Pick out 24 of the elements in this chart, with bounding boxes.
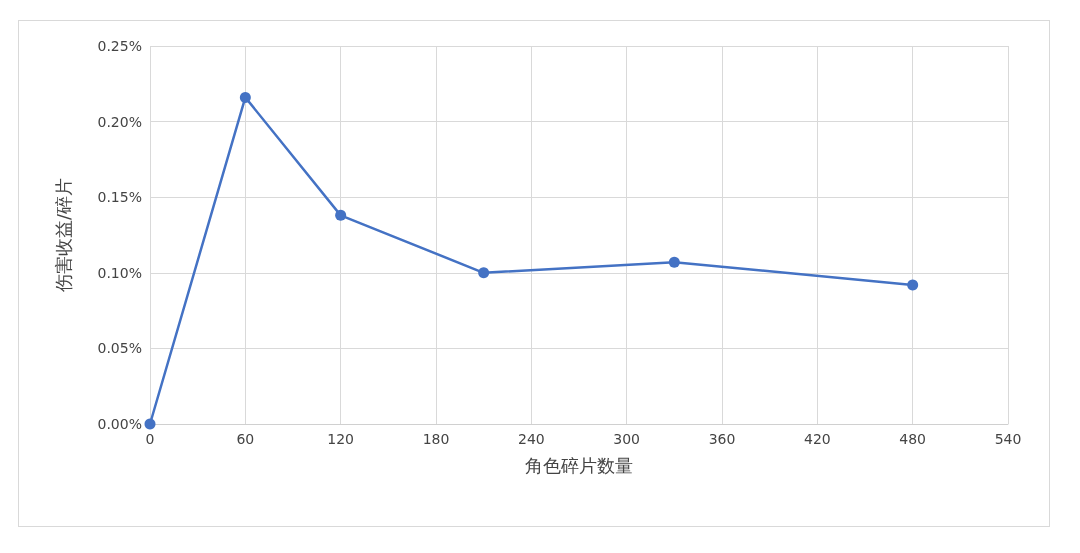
point	[144, 418, 156, 430]
y-tick-label: 0.15%	[97, 189, 142, 206]
point	[907, 279, 919, 291]
x-tick-label: 540	[994, 431, 1022, 447]
y-axis-title: 伤害收益/碎片	[52, 177, 74, 293]
y-tick-label: 0.10%	[97, 264, 142, 281]
y-tick-label: 0.05%	[97, 340, 142, 357]
x-tick-label: 0	[145, 431, 155, 447]
point	[478, 267, 490, 279]
x-tick-label: 360	[708, 431, 736, 447]
x-tick-label: 240	[517, 431, 545, 447]
x-tick-label: 120	[327, 431, 355, 447]
x-tick-label: 180	[422, 431, 450, 447]
point	[668, 256, 680, 268]
x-tick-label: 480	[899, 431, 927, 447]
x-tick-label: 420	[803, 431, 831, 447]
x-tick-label: 60	[236, 431, 255, 447]
y-tick-label: 0.20%	[97, 113, 142, 130]
point	[335, 209, 347, 221]
y-tick-label: 0.00%	[97, 416, 142, 432]
x-axis-title: 角色碎片数量	[525, 454, 633, 476]
point	[239, 91, 251, 103]
x-tick-label: 300	[613, 431, 641, 447]
y-tick-label: 0.25%	[97, 38, 142, 54]
